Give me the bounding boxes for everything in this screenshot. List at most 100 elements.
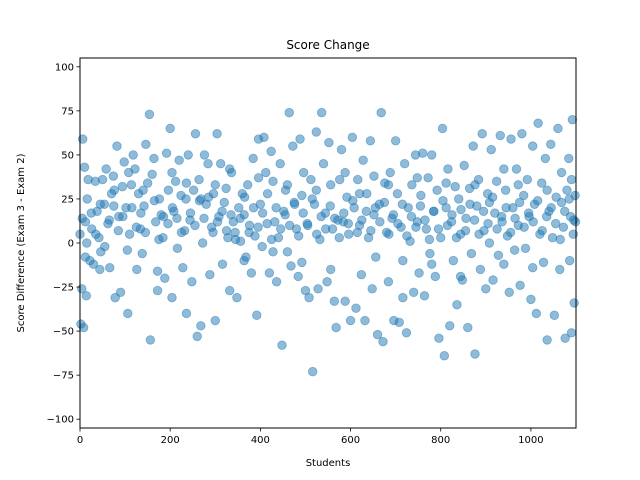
data-point [248, 153, 258, 164]
data-point [257, 208, 268, 218]
data-point [313, 284, 323, 294]
data-point [496, 211, 507, 222]
x-axis-label: Students [306, 458, 351, 469]
data-point [540, 153, 551, 164]
data-point [203, 159, 213, 169]
data-point [345, 315, 356, 326]
data-point [560, 206, 570, 216]
data-point [351, 303, 361, 313]
data-point [357, 215, 367, 225]
data-point [78, 134, 88, 144]
data-point [286, 261, 296, 271]
data-point [192, 331, 202, 342]
data-point [142, 178, 153, 188]
data-point [401, 328, 412, 338]
data-point [188, 185, 199, 195]
data-point [232, 292, 242, 303]
y-axis-ticks: −100 −75 −50 −25 0 25 50 75 100 [47, 62, 80, 426]
data-point [460, 225, 471, 236]
y-tick-label: −50 [53, 327, 74, 338]
data-point [546, 139, 556, 150]
data-point [316, 211, 326, 222]
data-point [432, 185, 442, 195]
data-point [100, 241, 110, 252]
data-point [82, 194, 92, 204]
data-point [160, 273, 170, 283]
data-point [509, 245, 520, 255]
data-point [526, 294, 536, 305]
data-point [77, 213, 87, 224]
data-point [145, 335, 156, 345]
data-point [128, 150, 138, 160]
data-point [331, 322, 341, 333]
data-point [181, 308, 192, 319]
data-point [80, 252, 91, 262]
y-tick-label: −25 [53, 283, 74, 294]
data-point [215, 159, 226, 169]
data-point [556, 167, 567, 178]
data-point [210, 315, 220, 326]
data-point [522, 174, 533, 185]
data-point [470, 180, 480, 190]
data-point [181, 194, 191, 204]
data-point [528, 262, 538, 273]
data-point [532, 196, 543, 206]
data-point [298, 208, 308, 218]
data-point [465, 199, 475, 209]
data-point [131, 222, 142, 232]
data-point [334, 233, 344, 243]
data-point [101, 164, 111, 174]
data-point [86, 208, 96, 218]
data-point [244, 227, 254, 238]
data-point [555, 234, 565, 245]
data-point [259, 132, 269, 142]
data-point [167, 292, 177, 303]
data-point [481, 284, 491, 294]
data-point [459, 160, 469, 171]
data-point [262, 218, 272, 229]
data-point [488, 275, 498, 285]
data-point [297, 190, 307, 201]
data-point [567, 114, 578, 125]
data-point [318, 159, 329, 169]
data-point [295, 134, 305, 144]
data-point [104, 215, 115, 225]
data-point [329, 296, 340, 306]
data-point [385, 167, 395, 178]
data-point [190, 220, 200, 231]
data-point [492, 224, 502, 234]
data-point [199, 150, 210, 160]
data-point [537, 178, 547, 188]
data-point [325, 201, 335, 211]
data-point [429, 206, 439, 216]
data-point [149, 196, 160, 206]
data-point [326, 264, 336, 275]
data-point [197, 238, 208, 248]
y-tick-label: 100 [55, 62, 74, 73]
data-point [531, 308, 542, 319]
data-point [491, 176, 502, 187]
data-point [158, 211, 169, 222]
data-point [553, 123, 563, 134]
data-point [187, 277, 197, 287]
data-point [185, 208, 196, 218]
data-point [123, 308, 133, 319]
data-point [399, 159, 410, 169]
data-point [514, 197, 525, 208]
data-point [419, 291, 430, 301]
data-point [505, 227, 516, 238]
data-point [239, 192, 250, 202]
data-point [415, 201, 426, 211]
data-point [105, 262, 115, 273]
data-point [248, 203, 259, 213]
data-point [112, 141, 122, 151]
data-point [109, 185, 119, 195]
y-tick-label: 0 [68, 239, 74, 250]
data-point [203, 192, 214, 202]
y-axis-label: Score Difference (Exam 3 - Exam 2) [16, 153, 27, 332]
data-point [402, 231, 412, 241]
data-point [224, 164, 235, 174]
data-point [416, 190, 426, 201]
data-point [424, 234, 435, 245]
data-point [383, 277, 394, 287]
